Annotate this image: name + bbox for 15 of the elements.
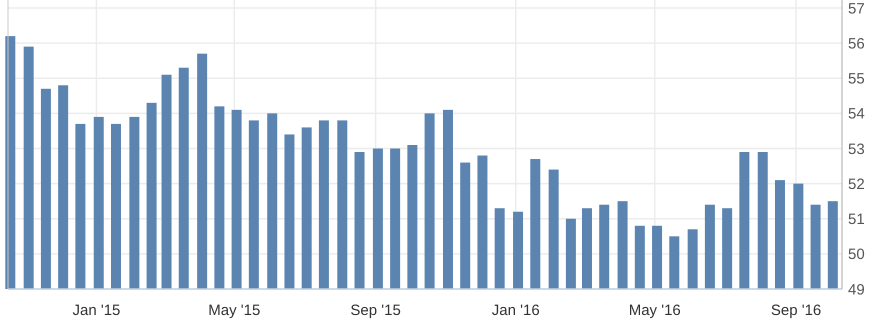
x-tick-label: Jan '15 [72,302,120,319]
y-tick-label: 49 [848,281,865,298]
x-tick-label: Sep '16 [770,302,822,319]
y-tick-label: 57 [848,0,865,18]
y-tick-label: 53 [848,140,865,158]
y-tick-label: 52 [848,176,865,193]
y-tick-label: 51 [848,211,865,228]
y-tick-label: 55 [848,70,865,88]
y-tick-label: 50 [848,246,865,264]
x-tick-label: Sep '15 [350,302,401,319]
y-tick-label: 56 [848,35,865,52]
y-tick-label: 54 [848,106,865,123]
x-tick-label: May '15 [208,302,260,319]
x-tick-label: May '16 [628,302,681,319]
x-tick-label: Jan '16 [492,302,540,319]
